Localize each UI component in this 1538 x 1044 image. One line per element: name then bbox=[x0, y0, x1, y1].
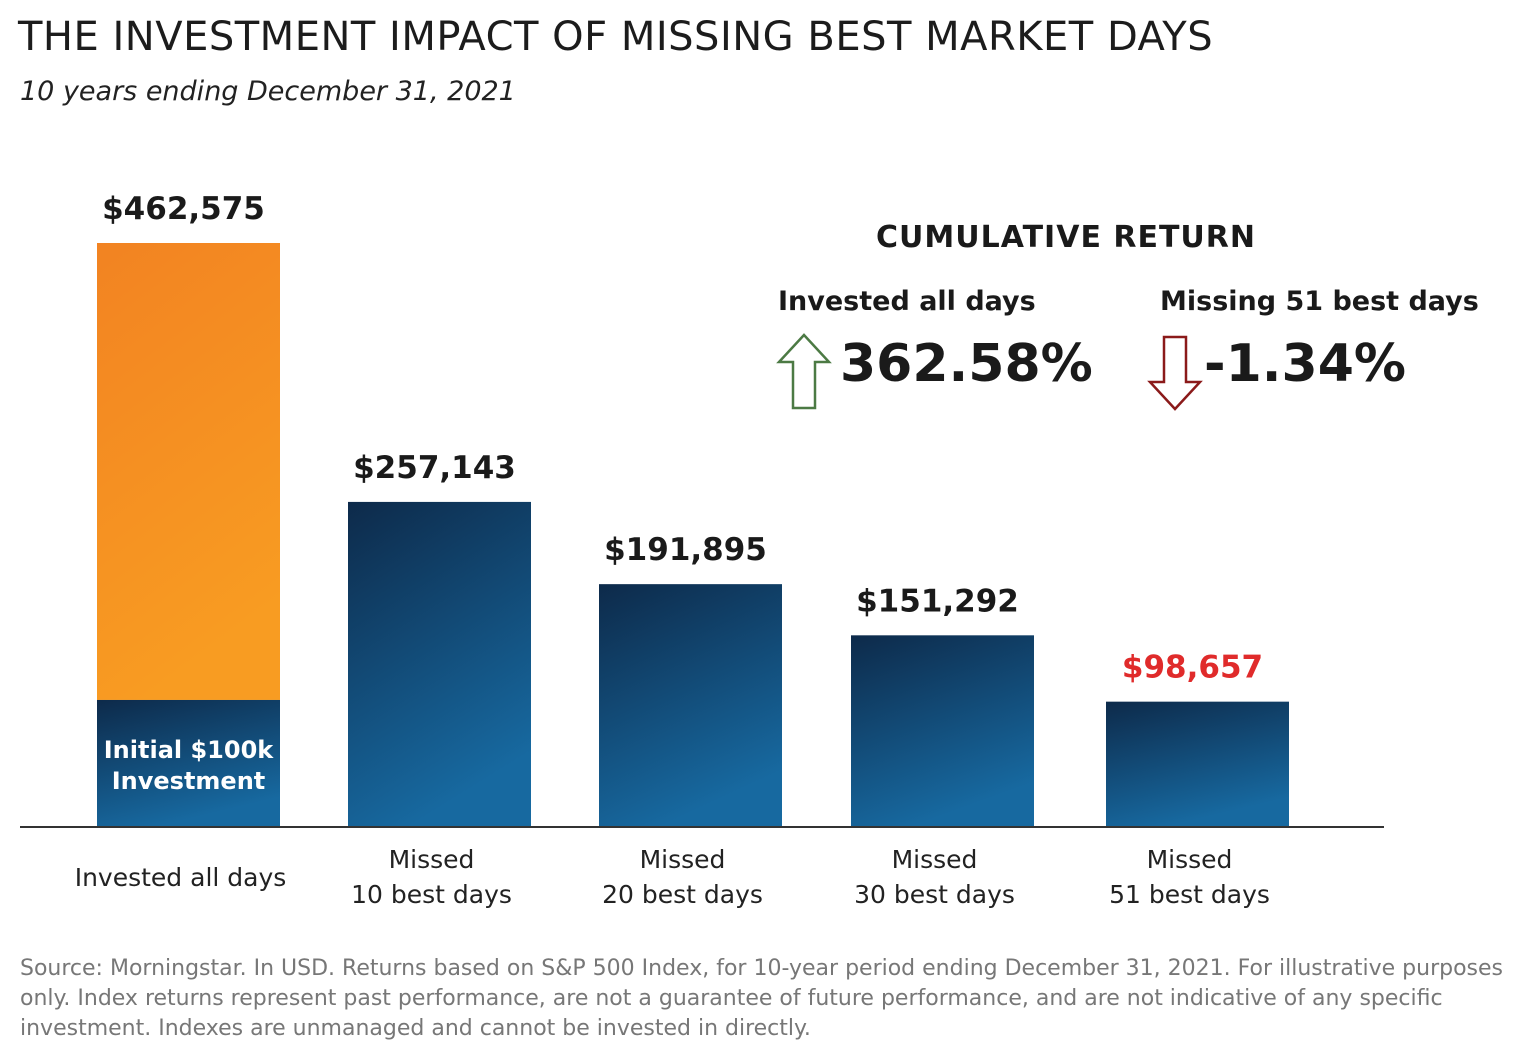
category-label: 30 best days bbox=[854, 880, 1015, 909]
bar bbox=[599, 584, 782, 826]
bar-value-label: $98,657 bbox=[1122, 650, 1263, 686]
category-label: Missed bbox=[389, 845, 475, 874]
category-label: 10 best days bbox=[351, 880, 512, 909]
bar-value-label: $191,895 bbox=[604, 532, 767, 568]
cumulative-return-title: CUMULATIVE RETURN bbox=[876, 220, 1257, 255]
bar bbox=[348, 501, 531, 826]
category-label: 51 best days bbox=[1109, 880, 1270, 909]
bars-group: Initial $100k Investment $462,575 Invested … bbox=[75, 191, 1289, 909]
bar-value-label: $462,575 bbox=[102, 191, 265, 227]
bar-initial-investment bbox=[97, 699, 280, 826]
chart-title: THE INVESTMENT IMPACT OF MISSING BEST MA… bbox=[18, 14, 1214, 60]
bar-value-label: $257,143 bbox=[353, 450, 516, 486]
cumulative-value-invested: 362.58% bbox=[840, 334, 1093, 394]
arrow-down-icon bbox=[1147, 335, 1203, 411]
category-label: Missed bbox=[892, 845, 978, 874]
cumulative-label-invested: Invested all days bbox=[778, 286, 1036, 317]
cumulative-label-missing: Missing 51 best days bbox=[1160, 286, 1479, 317]
arrow-up-icon bbox=[776, 333, 832, 410]
bar-value-label: $151,292 bbox=[856, 583, 1019, 619]
category-label: Missed bbox=[1147, 845, 1233, 874]
category-label: Invested all days bbox=[75, 863, 287, 892]
bar-chart: Initial $100k Investment $462,575 Invested … bbox=[20, 191, 1384, 909]
category-label: 20 best days bbox=[602, 880, 763, 909]
source-note: Source: Morningstar. In USD. Returns bas… bbox=[20, 956, 1504, 1041]
bar-invested-growth bbox=[97, 243, 280, 700]
initial-investment-label: Investment bbox=[112, 767, 266, 795]
bar bbox=[1106, 701, 1289, 826]
category-label: Missed bbox=[640, 845, 726, 874]
chart-subtitle: 10 years ending December 31, 2021 bbox=[20, 76, 516, 107]
bar bbox=[851, 635, 1034, 826]
initial-investment-label: Initial $100k bbox=[104, 736, 275, 764]
cumulative-value-missing: -1.34% bbox=[1204, 334, 1406, 394]
